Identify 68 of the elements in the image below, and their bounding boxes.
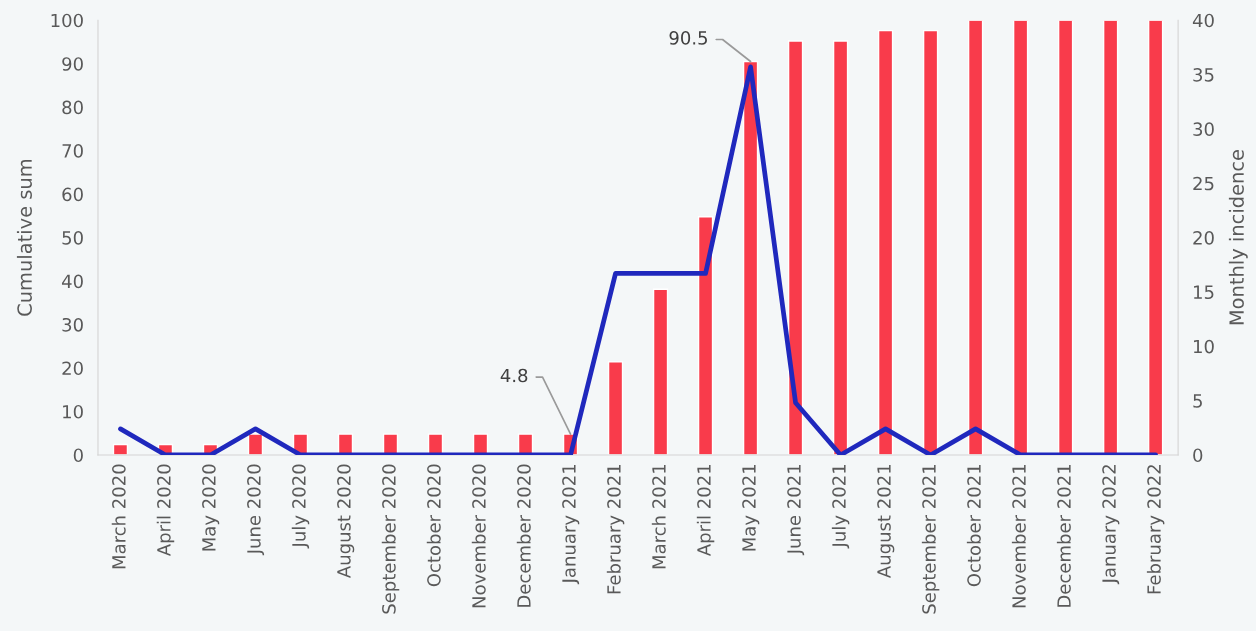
x-tick-label: May 2021 xyxy=(742,464,760,551)
y2-tick-label: 15 xyxy=(1194,285,1214,300)
x-tick-label: January 2021 xyxy=(562,464,580,585)
y-tick-label: 40 xyxy=(61,274,83,289)
y-tick-label: 0 xyxy=(73,448,83,463)
x-tick-label: November 2021 xyxy=(1011,464,1026,608)
x-tick-label: January 2022 xyxy=(1102,465,1120,585)
bar xyxy=(382,433,399,455)
y2-tick-label: 20 xyxy=(1193,231,1214,245)
y-tick-label: 60 xyxy=(62,187,83,202)
y-tick-label: 90 xyxy=(62,57,83,71)
x-tick-label: August 2020 xyxy=(337,464,355,579)
y2-tick-label: 40 xyxy=(1192,13,1214,28)
y-tick-label: 30 xyxy=(62,317,83,332)
y-tick-label: 70 xyxy=(62,144,83,158)
y-tick-label: 80 xyxy=(62,100,83,115)
annotation: 4.8 xyxy=(500,368,528,383)
y-axis-title: Cumulative sum xyxy=(16,159,32,316)
y2-tick-label: 5 xyxy=(1193,394,1202,408)
y-tick-label: 100 xyxy=(51,13,83,28)
y2-tick-label: 0 xyxy=(1193,448,1203,463)
bar xyxy=(337,433,354,455)
x-tick-label: October 2020 xyxy=(426,464,441,587)
bar xyxy=(1012,20,1029,455)
bar xyxy=(1147,20,1164,455)
x-tick-label: February 2022 xyxy=(1146,465,1165,594)
y2-tick-label: 25 xyxy=(1193,176,1214,191)
x-tick-label: March 2021 xyxy=(651,464,666,569)
x-tick-label: May 2020 xyxy=(202,464,220,551)
bar xyxy=(652,288,669,455)
y2-axis-title: Monthly incidence xyxy=(1228,150,1248,325)
bar xyxy=(697,216,714,455)
x-tick-label: June 2021 xyxy=(787,464,805,556)
line-series xyxy=(118,64,1158,455)
x-tick-label: March 2020 xyxy=(111,464,126,569)
y2-tick-label: 10 xyxy=(1194,339,1214,354)
bar xyxy=(472,433,489,455)
x-tick-label: April 2020 xyxy=(156,464,175,557)
x-tick-label: December 2021 xyxy=(1056,464,1071,607)
bar xyxy=(742,60,759,455)
bar xyxy=(922,29,939,455)
x-tick-label: July 2021 xyxy=(831,464,850,549)
y-tick-label: 50 xyxy=(62,231,83,245)
y2-tick-label: 35 xyxy=(1193,68,1214,82)
x-tick-label: December 2020 xyxy=(516,464,531,607)
annotation: 90.5 xyxy=(669,31,707,45)
y2-tick-label: 30 xyxy=(1193,122,1214,136)
bar xyxy=(517,433,534,455)
y-tick-label: 20 xyxy=(62,361,83,376)
y-tick-label: 10 xyxy=(63,404,83,419)
bar xyxy=(427,433,444,455)
bar xyxy=(1057,20,1074,455)
x-tick-label: July 2020 xyxy=(291,464,310,549)
x-tick-label: August 2021 xyxy=(877,464,895,579)
bar xyxy=(832,40,849,455)
x-tick-label: February 2021 xyxy=(606,464,625,594)
x-tick-label: November 2020 xyxy=(471,464,486,608)
bar xyxy=(787,40,804,455)
x-tick-label: September 2020 xyxy=(381,464,400,614)
x-tick-label: September 2021 xyxy=(921,464,940,614)
bar xyxy=(1102,20,1119,455)
x-tick-label: June 2020 xyxy=(247,464,265,556)
x-tick-label: October 2021 xyxy=(966,464,981,587)
bar xyxy=(607,361,624,455)
bar xyxy=(247,433,264,455)
bar xyxy=(877,29,894,455)
bar xyxy=(967,20,984,455)
x-tick-label: April 2021 xyxy=(696,464,715,557)
